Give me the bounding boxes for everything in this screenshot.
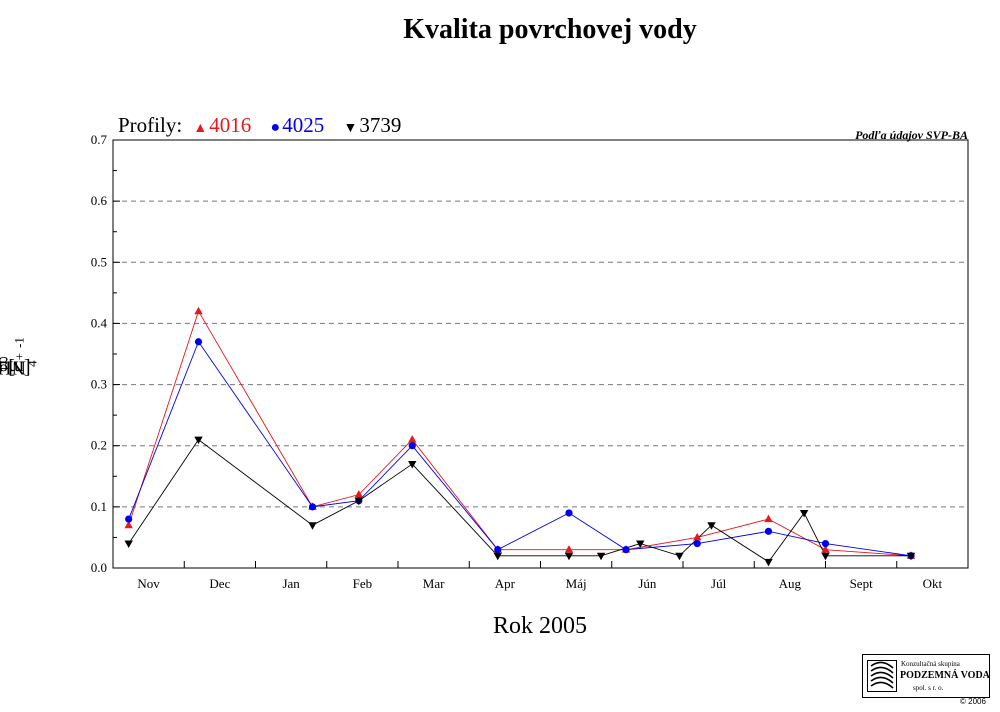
y-axis-title-unit-sup: -1	[11, 337, 27, 348]
series-line-3739	[128, 438, 911, 563]
logo-line-2: PODZEMNÁ VODA	[900, 670, 990, 681]
data-point-3739	[821, 552, 830, 561]
y-axis: 0.0 0.1 0.2 0.3 0.4 0.5 0.6 0.7	[91, 132, 120, 575]
data-point-4025	[125, 515, 133, 523]
data-point-3739	[906, 552, 916, 561]
logo-mark-icon	[867, 660, 897, 692]
data-point-4016	[124, 520, 133, 529]
x-tick-label: Okt	[923, 576, 943, 591]
y-tick-label: 0.6	[91, 193, 108, 208]
data-point-3739	[408, 461, 417, 469]
series-markers	[124, 306, 916, 567]
data-point-4025	[693, 539, 701, 548]
legend-marker-4025: ●	[270, 119, 281, 136]
data-point-4025	[821, 539, 830, 548]
x-tick-label: Dec	[209, 576, 230, 591]
legend-label-4016: 4016	[209, 113, 252, 137]
legend-title: Profily:	[118, 113, 183, 137]
legend-marker-4016: ▲	[193, 121, 208, 136]
data-point-4025	[622, 546, 630, 554]
x-tick-label: Nov	[137, 576, 160, 591]
y-tick-label: 0.7	[91, 132, 108, 147]
x-tick-label: Mar	[423, 576, 445, 591]
data-point-3739	[564, 552, 574, 561]
data-point-4025	[565, 509, 573, 517]
series-line-4016	[128, 310, 912, 557]
legend-label-4025: 4025	[282, 113, 325, 137]
data-point-4025	[494, 546, 502, 554]
data-point-3739	[194, 436, 203, 445]
data-point-3739	[636, 540, 645, 549]
x-tick-label: Apr	[495, 576, 516, 591]
data-point-3739	[354, 497, 364, 506]
plot-frame	[112, 139, 969, 569]
company-logo: Konzultačná skupina PODZEMNÁ VODA spol. …	[862, 654, 990, 698]
data-point-4016	[408, 435, 417, 443]
x-tick-label: Máj	[566, 576, 587, 591]
legend-marker-3739: ▼	[343, 121, 358, 136]
data-source-credit: Podľa údajov SVP-BA	[855, 128, 968, 142]
y-tick-label: 0.4	[91, 315, 108, 330]
data-point-4016	[764, 514, 773, 523]
x-tick-label: Feb	[353, 576, 373, 591]
data-point-4025	[764, 527, 773, 535]
data-point-3739	[764, 558, 773, 567]
data-point-4025	[308, 503, 317, 511]
data-point-3739	[124, 540, 133, 549]
grid-lines	[113, 200, 968, 508]
legend: Profily: ▲4016 ●4025 ▼3739	[118, 113, 401, 138]
y-tick-label: 0.5	[91, 254, 107, 269]
y-axis-title-unit: [mgl	[0, 356, 31, 379]
x-axis: Nov Dec Jan Feb Mar Apr Máj Jún Júl Aug Sept Okt	[112, 561, 969, 591]
data-point-4016	[821, 545, 830, 553]
series-lines	[128, 310, 912, 563]
x-tick-label: Júl	[711, 576, 727, 591]
data-point-4016	[693, 532, 702, 541]
x-tick-label: Aug	[779, 576, 802, 591]
data-point-3739	[707, 522, 716, 530]
data-point-4025	[194, 338, 203, 346]
data-point-3739	[675, 552, 684, 561]
y-axis-title-close: ]	[8, 356, 16, 379]
y-tick-label: 0.0	[91, 560, 107, 575]
legend-label-3739: 3739	[359, 113, 402, 137]
y-tick-label: 0.2	[91, 438, 107, 453]
copyright-note: © 2006	[960, 697, 986, 706]
y-tick-label: 0.3	[91, 377, 107, 392]
series-line-4025	[128, 340, 912, 557]
x-tick-label: Jan	[282, 576, 300, 591]
logo-line-3: spol. s r. o.	[913, 684, 944, 692]
y-tick-label: 0.1	[91, 499, 107, 514]
data-point-3739	[308, 522, 317, 530]
logo-line-1: Konzultačná skupina	[901, 660, 960, 668]
data-point-4016	[194, 306, 203, 315]
data-point-4025	[408, 442, 416, 450]
data-point-3739	[493, 552, 502, 561]
data-point-4016	[564, 545, 574, 553]
chart-title: Kvalita povrchovej vody	[403, 14, 697, 45]
x-tick-label: Sept	[850, 576, 874, 591]
data-point-4016	[354, 490, 364, 498]
data-point-3739	[596, 552, 606, 561]
x-axis-title: Rok 2005	[492, 613, 587, 639]
x-tick-label: Jún	[638, 576, 657, 591]
data-point-3739	[799, 509, 809, 518]
